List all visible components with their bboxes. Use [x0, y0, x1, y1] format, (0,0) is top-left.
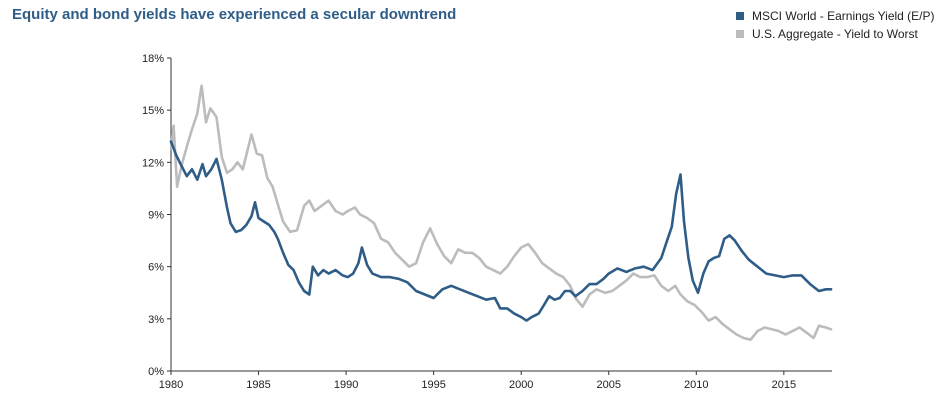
legend-swatch-msci [736, 12, 744, 20]
y-ticks: 0% 3% 6% 9% 12% 15% 18% [142, 53, 171, 378]
series-layer [169, 84, 833, 341]
x-tick-label: 1995 [421, 379, 445, 391]
x-tick-label: 2000 [509, 379, 533, 391]
y-tick-label: 6% [148, 262, 164, 274]
series-line-us-aggregate-yield [169, 84, 833, 341]
legend-item-msci: MSCI World - Earnings Yield (E/P) [736, 7, 935, 25]
y-tick-label: 9% [148, 210, 164, 222]
x-tick-label: 1980 [159, 379, 183, 391]
x-tick-label: 1985 [246, 379, 270, 391]
x-tick-label: 1990 [334, 379, 358, 391]
y-tick-label: 18% [142, 53, 164, 65]
x-tick-label: 2010 [684, 379, 708, 391]
legend-swatch-us-aggregate [736, 30, 744, 38]
y-tick-label: 0% [148, 366, 164, 378]
legend-item-us-aggregate: U.S. Aggregate - Yield to Worst [736, 25, 935, 43]
series-line-msci-earnings-yield [169, 140, 833, 322]
legend-label-msci: MSCI World - Earnings Yield (E/P) [752, 9, 935, 23]
x-tick-label: 2015 [772, 379, 796, 391]
x-ticks: 1980 1985 1990 1995 2000 2005 2010 2015 [159, 371, 796, 391]
legend-label-us-aggregate: U.S. Aggregate - Yield to Worst [752, 27, 918, 41]
y-tick-label: 12% [142, 157, 164, 169]
legend: MSCI World - Earnings Yield (E/P) U.S. A… [736, 7, 935, 43]
x-tick-label: 2005 [597, 379, 621, 391]
chart-title: Equity and bond yields have experienced … [12, 6, 457, 23]
y-tick-label: 3% [148, 314, 164, 326]
axes [170, 58, 832, 372]
y-tick-label: 15% [142, 105, 164, 117]
